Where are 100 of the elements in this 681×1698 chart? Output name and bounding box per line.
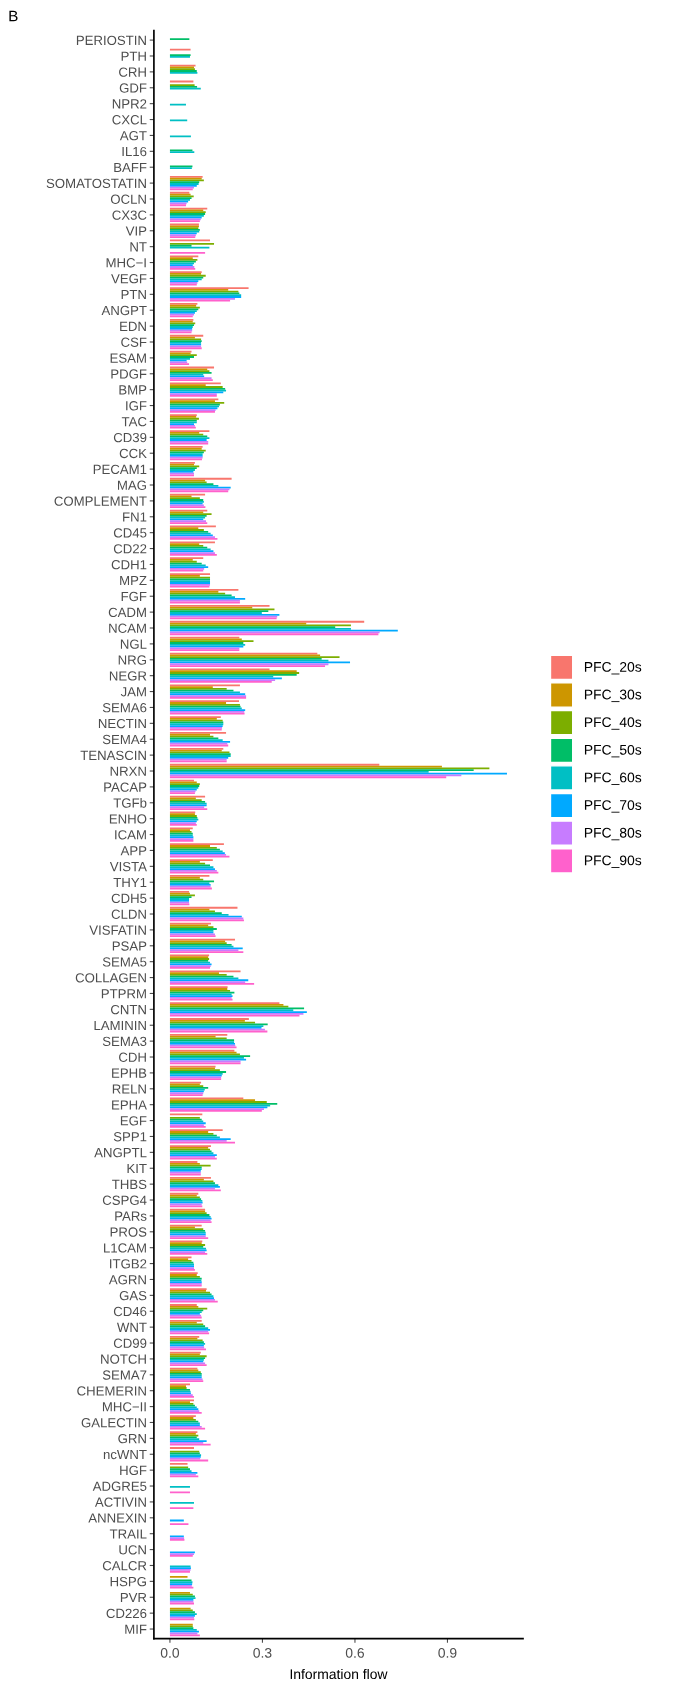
y-tick-label: GALECTIN	[81, 1418, 146, 1428]
y-tick-label: WNT	[116, 1322, 147, 1332]
y-tick-label: IGF	[126, 401, 147, 411]
y-tick-label: ADGRE5	[92, 1481, 147, 1491]
y-tick-label: SOMATOSTATIN	[46, 178, 146, 189]
y-tick-label: NRXN	[110, 766, 146, 776]
y-tick-label: MAG	[117, 480, 146, 490]
y-tick-label: COMPLEMENT	[54, 496, 147, 506]
y-tick-label: ACTIVIN	[94, 1497, 146, 1507]
legend-label: PFC_20s	[584, 661, 642, 675]
y-tick-label: MPZ	[120, 576, 147, 586]
y-tick-label: MHC−II	[102, 1402, 146, 1412]
y-tick-label: EDN	[120, 321, 146, 331]
y-tick-label: CCK	[119, 448, 147, 459]
y-tick-label: CD46	[113, 1306, 147, 1317]
y-tick-label: PTN	[121, 290, 146, 300]
y-tick-label: PSAP	[112, 941, 147, 951]
y-tick-label: ncWNT	[103, 1449, 147, 1460]
y-tick-label: TENASCIN	[80, 750, 146, 761]
y-tick-label: ENHO	[109, 814, 147, 824]
y-tick-label: CNTN	[110, 1004, 146, 1015]
y-tick-label: ESAM	[110, 353, 146, 363]
y-tick-label: CD226	[106, 1608, 147, 1619]
y-tick-label: PARs	[115, 1211, 147, 1221]
y-tick-label: VIP	[125, 226, 147, 236]
y-tick-label: LAMININ	[94, 1020, 146, 1031]
y-tick-label: MHC−I	[106, 258, 146, 268]
legend-label: PFC_80s	[584, 827, 642, 841]
y-tick-label: APP	[120, 846, 147, 856]
y-tick-label: KIT	[127, 1163, 147, 1174]
y-tick-label: CD99	[113, 1338, 147, 1348]
y-tick-label: CADM	[108, 607, 146, 618]
y-tick-label: TRAIL	[109, 1529, 147, 1539]
y-tick-label: PTH	[121, 51, 146, 61]
y-tick-label: PDGF	[111, 369, 147, 379]
y-tick-label: RELN	[112, 1084, 146, 1094]
y-tick-label: SEMA7	[102, 1370, 147, 1380]
x-axis-title: Information flow	[290, 1668, 388, 1680]
text: B	[9, 10, 18, 22]
y-tick-label: CD45	[113, 528, 147, 538]
y-tick-label: SEMA4	[102, 734, 147, 745]
y-tick-label: HGF	[120, 1465, 147, 1476]
y-tick-label: CDH1	[111, 560, 147, 570]
y-tick-label: BAFF	[114, 162, 147, 172]
legend-label: PFC_70s	[584, 800, 642, 813]
y-tick-label: UCN	[119, 1545, 146, 1555]
y-tick-label: SEMA3	[102, 1036, 147, 1047]
y-tick-label: NT	[130, 242, 147, 252]
y-tick-label: EPHB	[112, 1068, 147, 1078]
y-tick-label: MIF	[125, 1624, 147, 1634]
y-tick-label: ANGPT	[101, 305, 147, 316]
y-tick-label: SEMA5	[102, 957, 147, 967]
y-tick-label: CX3C	[112, 210, 147, 220]
y-tick-label: CDH	[119, 1052, 146, 1062]
legend-label: PFC_90s	[584, 855, 642, 868]
y-tick-label: NPR2	[112, 99, 147, 109]
y-tick-label: FN1	[123, 512, 147, 522]
y-tick-label: CHEMERIN	[77, 1386, 146, 1396]
y-tick-label: NCAM	[109, 623, 146, 633]
y-tick-label: L1CAM	[104, 1243, 146, 1253]
y-tick-label: THY1	[113, 877, 147, 888]
y-tick-label: CRH	[119, 67, 146, 77]
y-tick-label: CLDN	[111, 909, 146, 919]
y-tick-label: ICAM	[115, 830, 146, 840]
y-tick-label: NGL	[120, 639, 147, 649]
y-tick-label: PACAP	[104, 782, 147, 792]
x-tick-label: 0.3	[253, 1647, 272, 1658]
y-tick-label: VISTA	[109, 861, 147, 872]
y-tick-label: FGF	[121, 591, 147, 602]
y-tick-label: TGFb	[113, 798, 147, 808]
y-tick-label: ANGPTL	[94, 1147, 147, 1158]
y-tick-label: NRG	[118, 655, 146, 665]
y-tick-label: CD39	[113, 432, 147, 443]
y-tick-label: GDF	[119, 83, 147, 93]
y-tick-label: CDH5	[111, 893, 147, 904]
y-tick-label: NECTIN	[98, 718, 146, 729]
y-tick-label: PVR	[120, 1592, 147, 1603]
x-tick-label: 0.6	[345, 1647, 364, 1658]
y-tick-label: CALCR	[102, 1561, 147, 1571]
x-tick-label: 0.0	[160, 1647, 180, 1658]
y-tick-label: HSPG	[110, 1576, 146, 1587]
y-tick-label: SPP1	[113, 1132, 147, 1142]
y-tick-label: BMP	[119, 385, 147, 395]
legend-label: PFC_50s	[584, 744, 642, 758]
y-tick-label: PROS	[110, 1227, 147, 1237]
y-tick-label: VISFATIN	[89, 925, 146, 935]
y-tick-label: NEGR	[109, 671, 147, 681]
y-tick-label: CSPG4	[102, 1195, 147, 1205]
y-tick-label: THBS	[112, 1179, 147, 1190]
y-tick-label: GAS	[119, 1290, 147, 1301]
y-tick-label: ITGB2	[110, 1259, 147, 1269]
x-tick-label: 0.9	[438, 1647, 457, 1658]
legend-label: PFC_30s	[584, 689, 642, 703]
y-tick-label: JAM	[120, 687, 146, 697]
y-tick-label: SEMA6	[102, 703, 147, 713]
y-tick-label: CXCL	[112, 115, 147, 125]
y-tick-label: GRN	[118, 1433, 146, 1444]
y-tick-label: CSF	[121, 337, 147, 347]
y-tick-label: EPHA	[112, 1100, 147, 1110]
legend-label: PFC_60s	[584, 772, 642, 785]
